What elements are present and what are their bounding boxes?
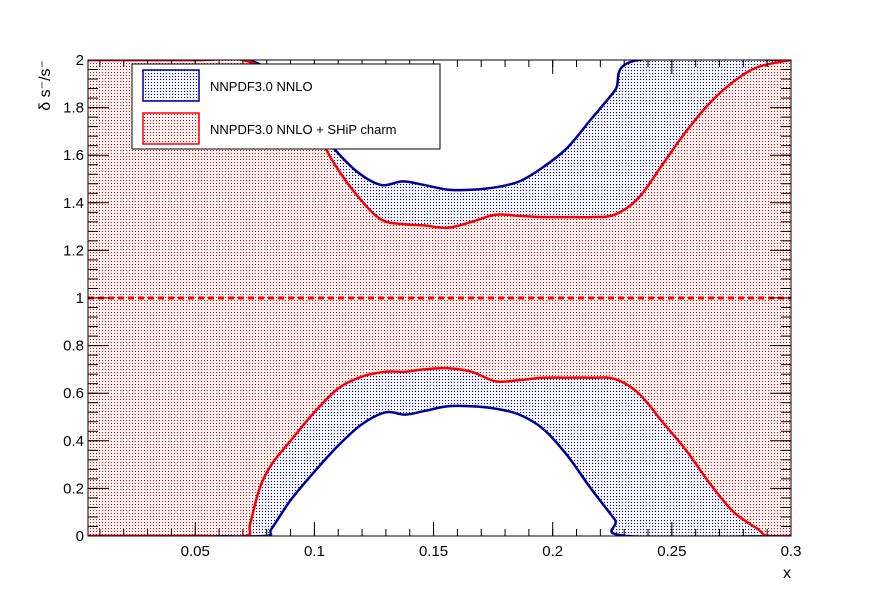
x-axis-title: x: [783, 565, 791, 582]
legend-swatch-ship: [142, 112, 200, 145]
x-tick-label: 0.3: [781, 543, 802, 560]
legend: NNPDF3.0 NNLO NNPDF3.0 NNLO + SHiP charm: [131, 63, 441, 150]
y-tick-label: 1: [76, 290, 84, 307]
y-tick-label: 0: [76, 528, 84, 545]
band-lower-line-ship: [88, 366, 791, 536]
y-tick-label: 0.4: [63, 433, 84, 450]
x-tick-label: 0.15: [419, 543, 448, 560]
y-tick-label: 0.2: [63, 480, 84, 497]
legend-label-nnpdf: NNPDF3.0 NNLO: [210, 79, 313, 94]
y-tick-label: 1.8: [63, 100, 84, 117]
y-axis-title: δ s⁻/s⁻: [37, 60, 54, 111]
legend-swatch-nnpdf: [142, 69, 200, 102]
y-tick-label: 1.4: [63, 195, 84, 212]
band-lower-line-nnpdf: [88, 404, 791, 536]
x-tick-label: 0.05: [181, 543, 210, 560]
x-tick-label: 0.25: [657, 543, 686, 560]
y-tick-label: 0.6: [63, 385, 84, 402]
y-tick-label: 1.2: [63, 242, 84, 259]
x-tick-label: 0.2: [542, 543, 563, 560]
y-tick-label: 2: [76, 52, 84, 69]
y-tick-label: 0.8: [63, 338, 84, 355]
axes-group: 0.05 0.1 0.15 0.2 0.25 0.3 0 0.2 0.4 0.6 0.8 1 1.2 1.…: [63, 52, 801, 560]
y-tick-label: 1.6: [63, 147, 84, 164]
x-tick-label: 0.1: [304, 543, 325, 560]
legend-label-ship: NNPDF3.0 NNLO + SHiP charm: [210, 122, 397, 137]
